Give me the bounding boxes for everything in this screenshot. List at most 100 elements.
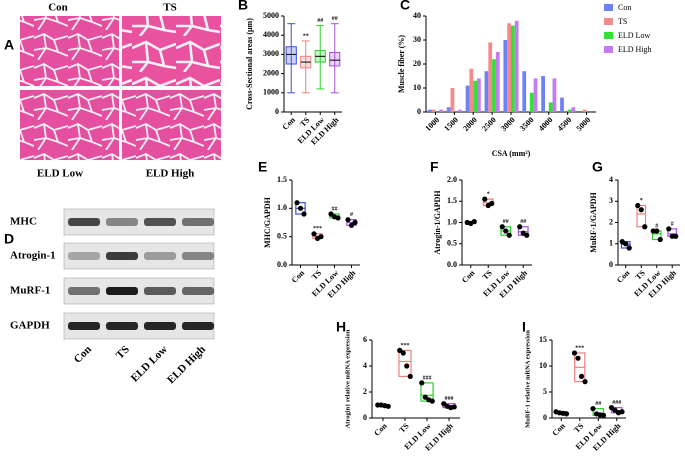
point	[563, 411, 570, 417]
panel-letter: H	[336, 319, 346, 335]
lane-label: Con	[72, 343, 94, 365]
y-tick-label: 2	[363, 387, 367, 396]
x-tick-label: TS	[572, 421, 586, 435]
blot-band	[106, 218, 138, 226]
x-tick-label: 2500	[480, 115, 498, 133]
blot-band	[144, 287, 176, 295]
y-tick-label: 0	[609, 260, 613, 269]
y-tick-label: 1	[609, 239, 613, 248]
x-tick-label: Con	[372, 421, 389, 438]
row-label: MuRF-1	[10, 285, 50, 297]
point	[600, 412, 607, 418]
y-axis-label: Cross-Sectional areas (μm)	[245, 18, 254, 110]
blot-band	[106, 287, 138, 295]
y-tick-label: 0	[417, 107, 421, 116]
row-label: Atrogin-1	[10, 250, 56, 262]
blot-band	[144, 252, 176, 260]
x-tick-label: TS	[481, 268, 495, 282]
significance: #	[671, 221, 674, 227]
blot-band	[182, 218, 214, 226]
significance: ***	[401, 343, 410, 349]
image-label: Con	[48, 2, 68, 14]
y-tick-label: 0	[275, 107, 279, 116]
point	[404, 363, 410, 369]
x-tick-label: Con	[551, 421, 568, 438]
image-label: ELD Low	[37, 168, 83, 180]
bar	[503, 40, 508, 112]
bar	[541, 76, 545, 112]
panel-letter: A	[4, 37, 14, 53]
bar	[446, 107, 451, 112]
legend-swatch	[604, 18, 613, 25]
bar	[477, 78, 481, 112]
lane-label: TS	[114, 343, 132, 361]
bar	[427, 109, 432, 112]
legend-label: ELD Low	[618, 31, 650, 40]
point	[571, 350, 578, 356]
x-tick-label: Con	[460, 268, 477, 285]
bar	[469, 68, 474, 112]
blot-band	[106, 252, 138, 260]
micrograph	[122, 16, 221, 86]
y-tick-label: 10	[413, 83, 421, 92]
blot-band	[144, 322, 176, 330]
range-box	[398, 349, 412, 377]
legend-swatch	[604, 4, 613, 11]
x-tick-label: TS	[397, 421, 411, 435]
y-tick-label: 1.0	[447, 217, 457, 226]
point	[657, 236, 663, 243]
significance: **	[303, 33, 309, 39]
point	[623, 241, 629, 247]
lane-label: ELD High	[165, 343, 208, 386]
blot-band	[182, 322, 214, 330]
chart-panel: C 0 10 20 30 40 Muscle fiber (%) CSA (mm²) 1000 1…	[397, 0, 652, 158]
y-axis-label: MuRF-1/GAPDH	[589, 192, 598, 253]
blot-band	[182, 287, 214, 295]
significance: ###	[423, 375, 432, 381]
significance: #	[350, 212, 353, 218]
y-tick-label: 0	[363, 413, 367, 422]
significance: ##	[317, 18, 323, 24]
y-tick-label: 1.5	[277, 175, 287, 184]
row-label: GAPDH	[10, 320, 50, 332]
bar	[465, 85, 470, 112]
point	[673, 233, 679, 239]
y-tick-label: 4	[609, 175, 613, 184]
y-tick-label: 1.0	[277, 203, 287, 212]
image-label: ELD High	[146, 168, 195, 180]
x-tick-label: 3500	[518, 115, 536, 133]
point	[654, 228, 660, 234]
point	[635, 202, 641, 209]
blot-band	[68, 252, 100, 260]
significance: ##	[332, 206, 338, 212]
point	[429, 398, 435, 404]
x-tick-label: Con	[290, 268, 307, 285]
bar	[473, 80, 477, 112]
point	[419, 380, 425, 386]
point	[638, 207, 644, 213]
y-tick-label: 0.5	[277, 231, 287, 240]
point	[578, 373, 585, 379]
point	[482, 196, 488, 202]
significance: ***	[575, 345, 584, 351]
point	[294, 200, 300, 206]
bar	[560, 97, 564, 112]
bar	[514, 20, 519, 112]
y-tick-label: 2.0	[447, 175, 457, 184]
y-tick-label: 10	[539, 361, 547, 370]
bar	[511, 25, 515, 113]
y-tick-label: 2	[609, 217, 613, 226]
y-axis-label: Atrogin1 relative mRNA expression	[344, 329, 351, 428]
point	[590, 406, 596, 412]
x-tick-label: 4500	[556, 115, 574, 133]
x-tick-label: Con	[615, 268, 632, 285]
bar	[552, 78, 557, 112]
bar	[495, 52, 500, 112]
x-tick-label: 3000	[499, 115, 517, 133]
blot-band	[144, 218, 176, 226]
point	[407, 373, 413, 379]
box	[285, 46, 297, 65]
